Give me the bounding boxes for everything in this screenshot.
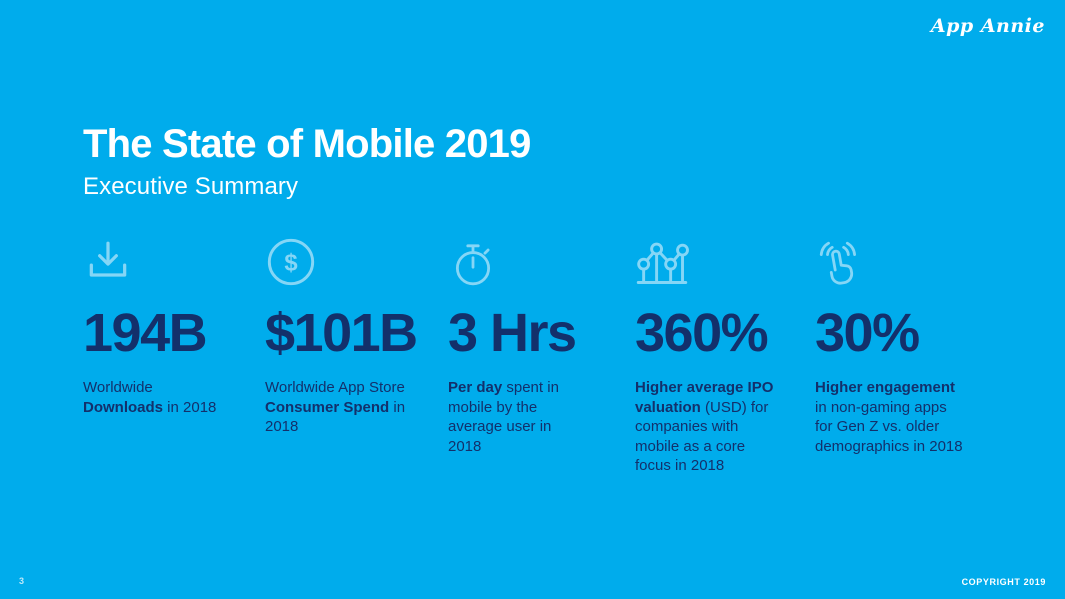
stopwatch-icon <box>448 236 608 290</box>
stat-description: Higher engagement in non-gaming apps for… <box>815 379 963 455</box>
stat-ipo-valuation: 360% Higher average IPO valuation (USD) … <box>635 236 793 476</box>
svg-text:$: $ <box>284 250 297 277</box>
stat-downloads: 194B Worldwide Downloads in 2018 <box>83 236 241 417</box>
download-icon <box>83 236 241 290</box>
stat-consumer-spend: $ $101B Worldwide App Store Consumer Spe… <box>265 236 425 437</box>
stat-value: 360% <box>635 303 769 363</box>
tap-gesture-icon <box>815 236 975 290</box>
page-subtitle: Executive Summary <box>83 173 299 200</box>
stat-time-per-day: 3 Hrs Per day spent in mobile by the ave… <box>448 236 608 456</box>
stat-description: Per day spent in mobile by the average u… <box>448 379 559 455</box>
stat-engagement: 30% Higher engagement in non-gaming apps… <box>815 236 975 456</box>
title-block: The State of Mobile 2019 Executive Summa… <box>83 122 531 201</box>
stat-value: 3 Hrs <box>448 303 577 363</box>
stat-value: 30% <box>815 303 920 363</box>
line-chart-icon <box>635 236 793 290</box>
stats-row: 194B Worldwide Downloads in 2018 $ $101B… <box>0 236 1065 496</box>
page-title: The State of Mobile 2019 <box>83 122 531 166</box>
stat-value: 194B <box>83 303 208 363</box>
copyright-notice: COPYRIGHT 2019 <box>961 577 1046 587</box>
stat-description: Worldwide Downloads in 2018 <box>83 379 217 416</box>
stat-description: Higher average IPO valuation (USD) for c… <box>635 379 774 474</box>
coin-dollar-icon: $ <box>265 236 425 290</box>
stat-description: Worldwide App Store Consumer Spend in 20… <box>265 379 406 435</box>
page-number: 3 <box>19 576 25 586</box>
brand-logo: App Annie <box>930 15 1045 37</box>
stat-value: $101B <box>265 303 418 363</box>
